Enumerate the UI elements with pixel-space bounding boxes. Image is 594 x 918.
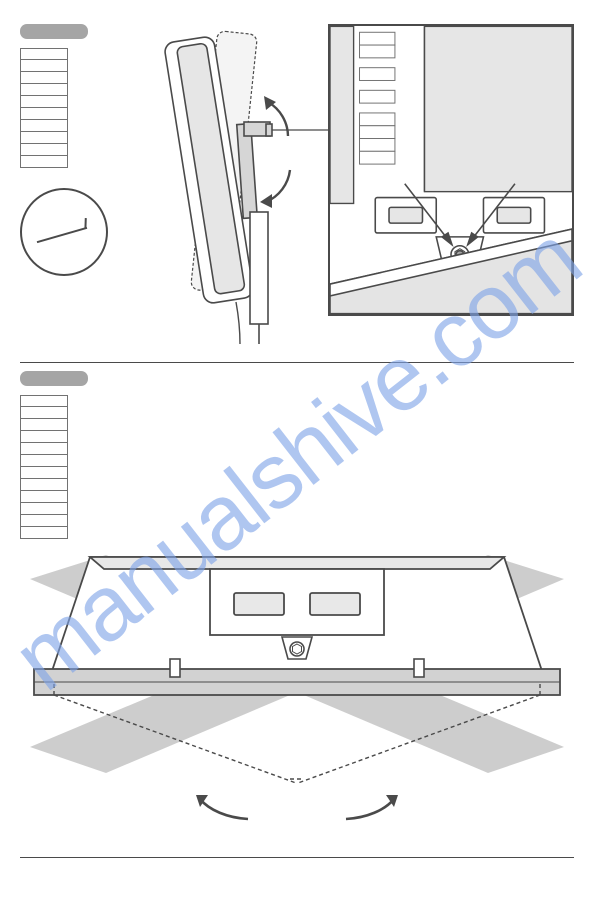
language-label-row bbox=[20, 48, 68, 60]
detail-language-label-row bbox=[360, 151, 395, 164]
step-tag bbox=[20, 371, 88, 386]
section-divider bbox=[20, 857, 574, 858]
language-label-row bbox=[20, 120, 68, 132]
monitor-tilt-illustration bbox=[140, 24, 330, 344]
language-label-row bbox=[20, 96, 68, 108]
section-swivel bbox=[20, 371, 574, 851]
sec1-sidebar bbox=[20, 24, 120, 276]
detail-language-label-row bbox=[360, 139, 395, 152]
tool-allen-key-icon bbox=[20, 188, 108, 276]
detail-language-label-row bbox=[360, 113, 395, 126]
bracket-detail-illustration bbox=[330, 26, 572, 314]
language-label-row bbox=[20, 132, 68, 144]
step-tag bbox=[20, 24, 88, 39]
detail-language-label-row bbox=[360, 68, 395, 81]
language-label-row bbox=[20, 84, 68, 96]
language-label-row bbox=[20, 156, 68, 168]
language-label-row bbox=[20, 491, 68, 503]
language-label-stack bbox=[20, 48, 68, 168]
bracket-detail-box bbox=[328, 24, 574, 316]
swivel-illustration bbox=[20, 551, 574, 851]
language-label-row bbox=[20, 467, 68, 479]
sec2-sidebar bbox=[20, 371, 88, 539]
language-label-row bbox=[20, 144, 68, 156]
language-label-row bbox=[20, 515, 68, 527]
language-label-row bbox=[20, 395, 68, 407]
section-divider bbox=[20, 362, 574, 363]
language-label-row bbox=[20, 60, 68, 72]
detail-language-label-row bbox=[360, 45, 395, 58]
detail-language-label-row bbox=[360, 90, 395, 103]
language-label-row bbox=[20, 431, 68, 443]
language-label-row bbox=[20, 108, 68, 120]
language-label-stack bbox=[20, 395, 68, 539]
detail-language-label-row bbox=[360, 32, 395, 45]
language-label-row bbox=[20, 503, 68, 515]
language-label-row bbox=[20, 72, 68, 84]
detail-language-labels bbox=[360, 32, 395, 164]
language-label-row bbox=[20, 407, 68, 419]
section-tilt bbox=[20, 24, 574, 354]
detail-language-label-row bbox=[360, 126, 395, 139]
language-label-row bbox=[20, 479, 68, 491]
language-label-row bbox=[20, 443, 68, 455]
language-label-row bbox=[20, 527, 68, 539]
language-label-row bbox=[20, 455, 68, 467]
language-label-row bbox=[20, 419, 68, 431]
